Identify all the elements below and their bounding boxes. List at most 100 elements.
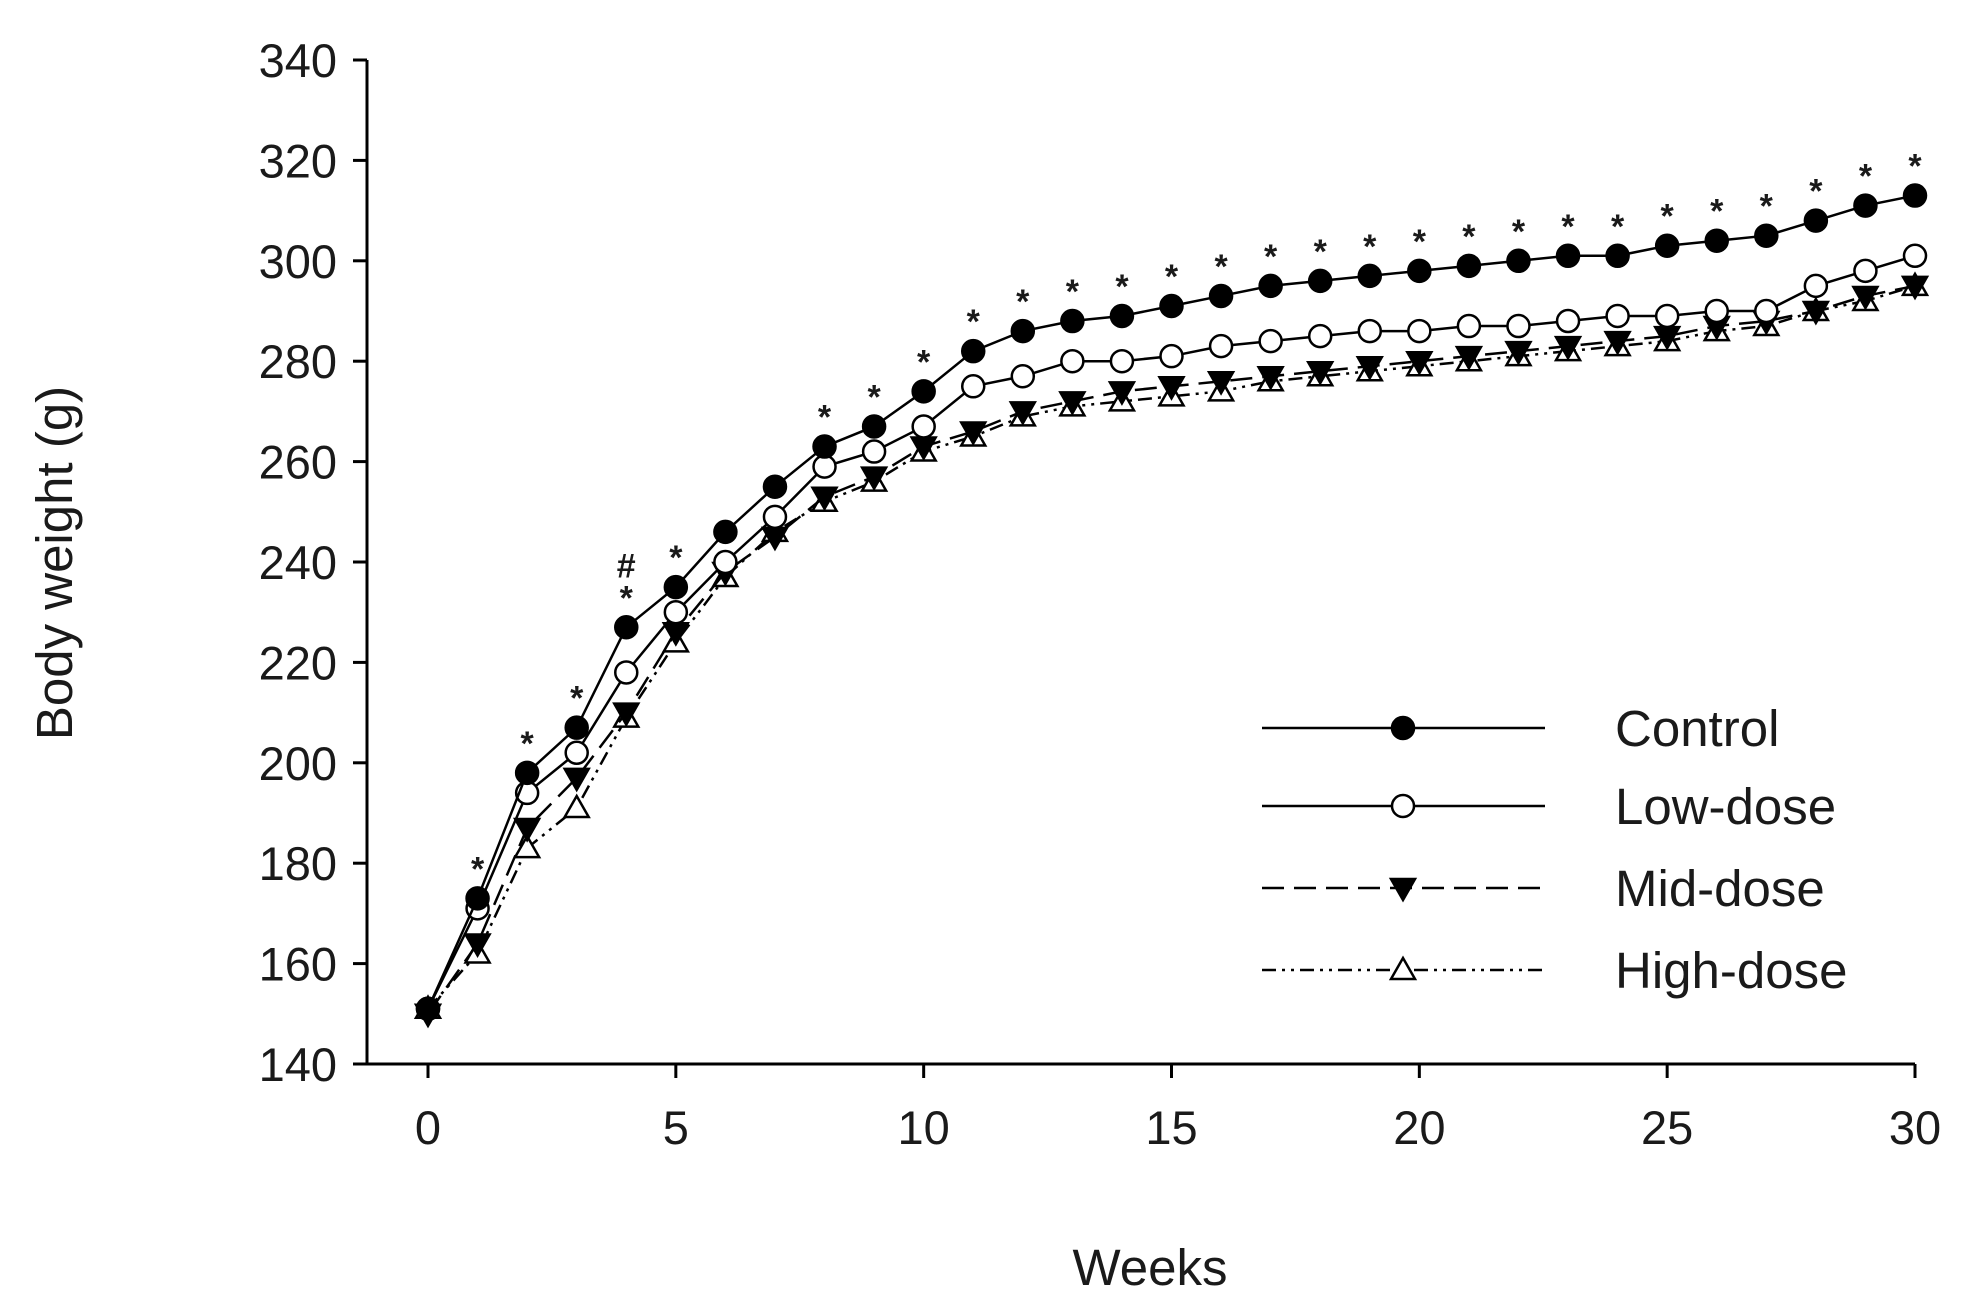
data-point xyxy=(1157,376,1186,401)
significance-annotation: * xyxy=(521,725,535,763)
data-point xyxy=(1058,391,1087,416)
significance-annotation: * xyxy=(1016,283,1030,321)
data-point xyxy=(1603,330,1632,356)
data-point xyxy=(1008,401,1037,426)
data-point xyxy=(1902,243,1928,269)
data-point xyxy=(1258,273,1283,299)
legend-label: High-dose xyxy=(1615,942,1847,999)
legend-item-control: Control xyxy=(1262,700,1779,757)
data-point xyxy=(1506,248,1531,274)
significance-annotation: * xyxy=(1314,233,1328,271)
data-point xyxy=(614,660,639,685)
x-tick-label: 10 xyxy=(898,1101,950,1154)
data-point xyxy=(1853,193,1878,218)
data-point xyxy=(564,740,589,766)
y-tick-label: 320 xyxy=(259,134,337,187)
data-point xyxy=(415,996,441,1022)
data-point xyxy=(1456,313,1482,339)
significance-annotation: * xyxy=(1413,223,1427,261)
data-point xyxy=(1555,243,1581,269)
data-point xyxy=(1851,285,1880,311)
significance-annotation: * xyxy=(570,680,584,718)
data-point xyxy=(663,599,689,625)
data-point xyxy=(861,439,887,464)
data-point xyxy=(810,486,839,512)
significance-annotation: * xyxy=(1214,248,1228,286)
y-tick-label: 180 xyxy=(259,837,337,890)
x-axis-label: Weeks xyxy=(1073,1239,1228,1296)
data-point xyxy=(514,760,540,786)
data-point xyxy=(1506,313,1531,339)
axes: 140 160 180 200 220 240 260 280 300 320 340 0 5 10 15 2… xyxy=(259,34,1942,1154)
significance-annotation: * xyxy=(818,399,832,437)
data-point xyxy=(614,615,639,640)
data-point xyxy=(1060,308,1085,334)
x-tick-label: 25 xyxy=(1641,1101,1693,1154)
series-layer xyxy=(413,183,1930,1029)
legend-marker xyxy=(1390,715,1416,741)
data-point xyxy=(911,379,936,404)
data-point xyxy=(1357,318,1383,344)
y-tick-label: 300 xyxy=(259,235,337,288)
y-tick-label: 240 xyxy=(259,536,337,589)
hash-annotation: # xyxy=(617,547,636,585)
data-point xyxy=(1407,258,1432,284)
data-point xyxy=(1208,333,1234,359)
legend: Control Low-dose Mid-dose High-dose xyxy=(1262,700,1847,999)
data-point xyxy=(1754,298,1779,324)
data-point xyxy=(713,519,738,545)
data-point xyxy=(1355,355,1384,381)
x-tick-label: 30 xyxy=(1889,1101,1941,1154)
annotation-layer: * * * * # * * * * * * * * * * * * * * * * * * * * * * * * xyxy=(471,148,1922,889)
y-tick-label: 160 xyxy=(259,938,337,991)
data-point xyxy=(564,715,589,740)
data-point xyxy=(1060,348,1085,374)
data-point xyxy=(1307,323,1333,349)
y-tick-label: 140 xyxy=(259,1038,337,1091)
data-point xyxy=(713,549,738,575)
significance-annotation: * xyxy=(1561,208,1575,246)
y-tick-label: 220 xyxy=(259,636,337,689)
data-point xyxy=(762,504,788,530)
data-point xyxy=(1555,308,1581,334)
legend-label: Mid-dose xyxy=(1615,860,1825,917)
data-point xyxy=(512,833,542,859)
data-point xyxy=(1357,263,1383,289)
series-control xyxy=(415,183,1928,1022)
y-tick-label: 260 xyxy=(259,436,337,489)
x-tick-label: 0 xyxy=(415,1101,441,1154)
x-tick-label: 15 xyxy=(1145,1101,1197,1154)
data-point xyxy=(1208,283,1234,309)
significance-annotation: * xyxy=(1363,228,1377,266)
significance-annotation: * xyxy=(917,343,931,381)
x-tick-label: 5 xyxy=(663,1101,689,1154)
data-point xyxy=(1010,318,1036,344)
data-point xyxy=(1407,318,1432,344)
significance-annotation: * xyxy=(1512,213,1526,251)
data-point xyxy=(959,421,988,446)
data-point xyxy=(1853,258,1878,284)
data-point xyxy=(562,767,591,793)
legend-item-low-dose: Low-dose xyxy=(1262,778,1836,835)
data-point xyxy=(1456,253,1482,279)
data-point xyxy=(1605,303,1630,329)
data-point xyxy=(1307,268,1333,294)
data-point xyxy=(1159,343,1184,369)
data-point xyxy=(612,702,641,728)
series-low-dose xyxy=(415,243,1928,1022)
data-point xyxy=(1605,243,1630,269)
data-point xyxy=(661,622,690,647)
significance-annotation: * xyxy=(1661,198,1675,236)
legend-label: Low-dose xyxy=(1615,778,1836,835)
data-point xyxy=(1754,223,1779,248)
data-point xyxy=(463,933,492,959)
data-point xyxy=(1109,303,1135,329)
data-point xyxy=(812,434,837,459)
data-point xyxy=(1654,233,1680,258)
significance-annotation: * xyxy=(1710,193,1724,231)
data-point xyxy=(663,574,689,600)
data-point xyxy=(1256,366,1285,391)
significance-annotation: * xyxy=(1165,258,1179,296)
data-point xyxy=(1902,183,1928,208)
